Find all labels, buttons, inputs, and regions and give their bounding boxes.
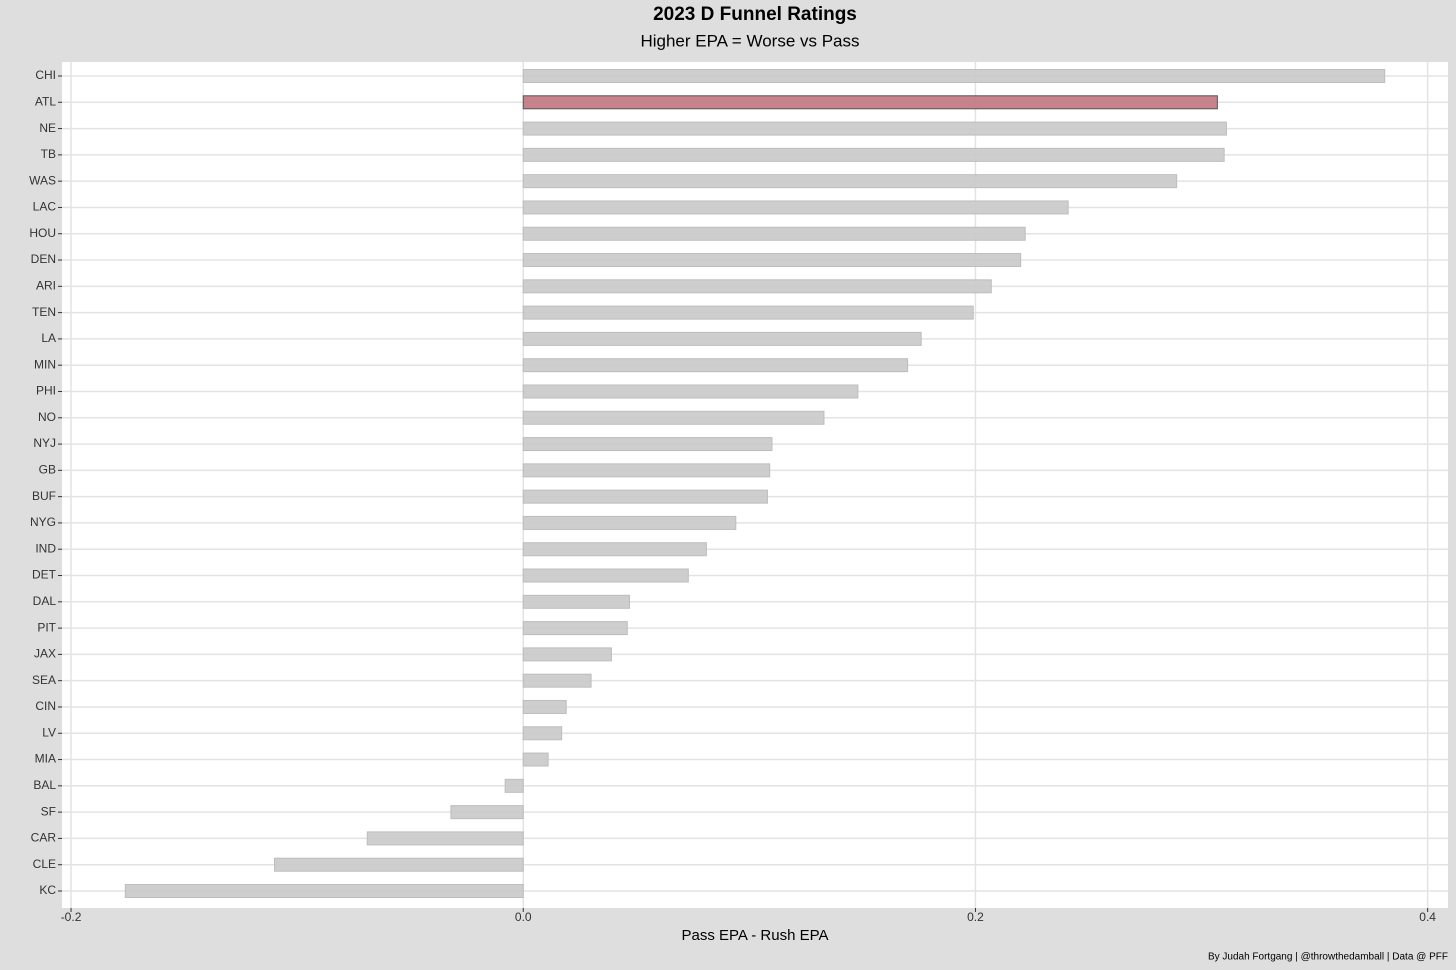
bar <box>522 279 992 294</box>
x-tick-label: 0.0 <box>515 910 532 924</box>
x-axis-label: Pass EPA - Rush EPA <box>681 927 828 944</box>
y-tick-label: KC <box>39 883 56 897</box>
bar <box>522 226 1026 241</box>
y-tick-label: PIT <box>37 620 56 634</box>
x-tick-label: -0.2 <box>61 910 82 924</box>
y-tick-label: NO <box>38 410 56 424</box>
y-tick-label: CLE <box>33 857 56 871</box>
x-tick-label: 0.4 <box>1419 910 1436 924</box>
bar <box>522 515 737 530</box>
chart-title: 2023 D Funnel Ratings <box>653 4 857 25</box>
bar <box>504 778 524 793</box>
bar <box>522 568 689 583</box>
y-tick-label: TB <box>41 147 56 161</box>
bar <box>522 542 707 557</box>
bar <box>450 805 524 820</box>
y-tick-label: HOU <box>29 226 56 240</box>
bar <box>522 437 773 452</box>
caption: By Judah Fortgang | @throwthedamball | D… <box>1208 952 1448 963</box>
y-tick-label: ATL <box>35 94 56 108</box>
y-tick-label: MIN <box>34 357 56 371</box>
y-tick-label: DET <box>32 568 57 582</box>
bar <box>522 647 612 662</box>
y-tick-label: CIN <box>35 699 56 713</box>
bar <box>522 726 563 741</box>
bar <box>522 358 909 373</box>
y-tick-label: LA <box>41 331 56 345</box>
y-tick-label: GB <box>39 463 56 477</box>
bar <box>522 384 859 399</box>
y-tick-label: DAL <box>33 594 57 608</box>
bar <box>522 147 1225 162</box>
bar <box>522 463 771 478</box>
y-tick-label: BUF <box>32 489 56 503</box>
y-tick-label: CHI <box>35 68 56 82</box>
bar <box>522 95 1218 110</box>
y-tick-label: BAL <box>33 778 56 792</box>
bar <box>522 253 1022 268</box>
bar <box>522 69 1386 83</box>
bar <box>522 752 549 767</box>
bar <box>522 673 592 688</box>
bar <box>522 699 567 714</box>
bar <box>522 489 768 504</box>
chart-subtitle: Higher EPA = Worse vs Pass <box>640 31 859 50</box>
y-tick-label: ARI <box>36 278 56 292</box>
bar <box>522 174 1178 189</box>
bar <box>522 410 825 425</box>
y-tick-label: TEN <box>32 305 56 319</box>
y-tick-label: SEA <box>32 673 56 687</box>
bar <box>522 621 628 636</box>
plot-panel <box>62 62 1448 908</box>
x-tick-label: 0.2 <box>967 910 984 924</box>
bar <box>366 831 524 846</box>
bar <box>522 594 631 609</box>
y-tick-label: LV <box>42 725 56 739</box>
y-tick-label: MIA <box>35 752 56 766</box>
y-tick-label: LAC <box>33 200 57 214</box>
y-tick-label: SF <box>41 804 56 818</box>
y-tick-label: NYJ <box>33 436 56 450</box>
bar <box>274 857 524 872</box>
y-tick-label: JAX <box>34 647 56 661</box>
bar <box>522 200 1069 215</box>
bar <box>522 305 974 320</box>
bar <box>522 121 1227 136</box>
y-tick-label: WAS <box>29 173 56 187</box>
y-tick-label: NE <box>39 121 56 135</box>
y-tick-label: NYG <box>30 515 56 529</box>
y-tick-label: IND <box>35 541 56 555</box>
bar <box>522 331 922 346</box>
y-tick-label: PHI <box>36 384 56 398</box>
y-tick-label: DEN <box>31 252 56 266</box>
bar <box>124 884 524 898</box>
y-tick-label: CAR <box>31 831 57 845</box>
